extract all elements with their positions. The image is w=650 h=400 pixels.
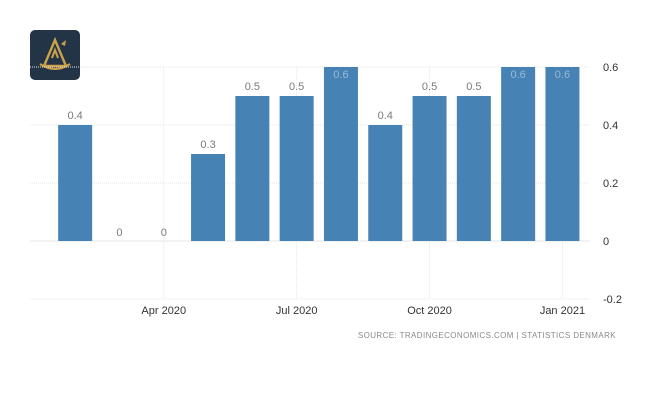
bar (545, 67, 580, 241)
bar (368, 125, 403, 241)
data-label: 0.3 (200, 139, 215, 151)
y-axis-ticks: 0.6 0.4 0.2 0 -0.2 (603, 62, 622, 306)
data-label: 0 (116, 227, 122, 239)
data-label: 0 (161, 227, 167, 239)
y-tick-label: -0.2 (603, 294, 622, 306)
bar (323, 67, 358, 241)
data-label: 0.5 (466, 81, 481, 93)
data-label: 0.4 (378, 110, 393, 122)
data-label: 0.5 (422, 81, 437, 93)
bar (191, 154, 226, 241)
y-tick-label: 0 (603, 236, 609, 248)
y-tick-label: 0.2 (603, 178, 618, 190)
x-tick-label: Jul 2020 (276, 305, 318, 317)
bar (501, 67, 536, 241)
bar (58, 125, 93, 241)
data-label: 0.5 (289, 81, 304, 93)
y-tick-label: 0.4 (603, 120, 618, 132)
bar (279, 96, 314, 241)
source-note: SOURCE: TRADINGECONOMICS.COM | STATISTIC… (357, 331, 616, 340)
data-labels: 0.4 0 0 0.3 0.5 0.5 0.6 0.4 0.5 0.5 0.6 0.6 (68, 69, 571, 239)
bars (58, 67, 580, 241)
logo-emblem-icon (39, 36, 71, 70)
bar (456, 96, 491, 241)
bar (235, 96, 270, 241)
x-tick-label: Apr 2020 (141, 305, 186, 317)
data-label: 0.6 (333, 69, 348, 81)
y-tick-label: 0.6 (603, 62, 618, 74)
data-label: 0.6 (555, 69, 570, 81)
bar (412, 96, 447, 241)
data-label: 0.4 (68, 110, 83, 122)
x-tick-label: Jan 2021 (540, 305, 585, 317)
data-label: 0.5 (245, 81, 260, 93)
x-tick-label: Oct 2020 (407, 305, 452, 317)
x-axis-ticks: Apr 2020 Jul 2020 Oct 2020 Jan 2021 (141, 305, 585, 317)
brand-logo (30, 30, 80, 80)
data-label: 0.6 (511, 69, 526, 81)
